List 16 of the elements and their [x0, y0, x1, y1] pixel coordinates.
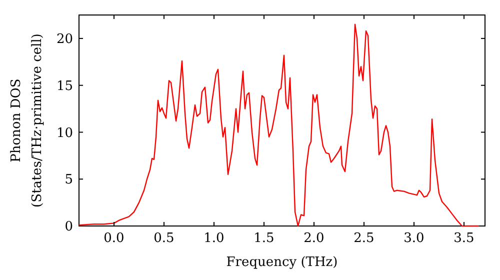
y-tick-label: 10 [56, 126, 73, 141]
y-tick-label: 5 [64, 172, 73, 188]
y-axis-title: Phonon DOS (States/THz·primitive cell) [9, 33, 45, 208]
x-tick-label: 0.5 [154, 231, 174, 246]
x-tick-label: 1.5 [254, 231, 274, 246]
y-tick-label: 20 [56, 32, 73, 47]
x-tick-label: 0.0 [104, 231, 124, 246]
x-tick-label: 2.0 [304, 231, 324, 246]
y-tick-label: 0 [64, 220, 73, 235]
x-tick-label: 3.0 [404, 231, 424, 246]
y-tick-label: 15 [56, 78, 73, 94]
x-tick-label: 1.0 [204, 231, 224, 246]
line-series [78, 24, 480, 227]
x-tick-label: 2.5 [354, 231, 374, 246]
x-tick-label: 3.5 [454, 231, 474, 246]
x-axis-title: Frequency (THz) [226, 255, 338, 270]
